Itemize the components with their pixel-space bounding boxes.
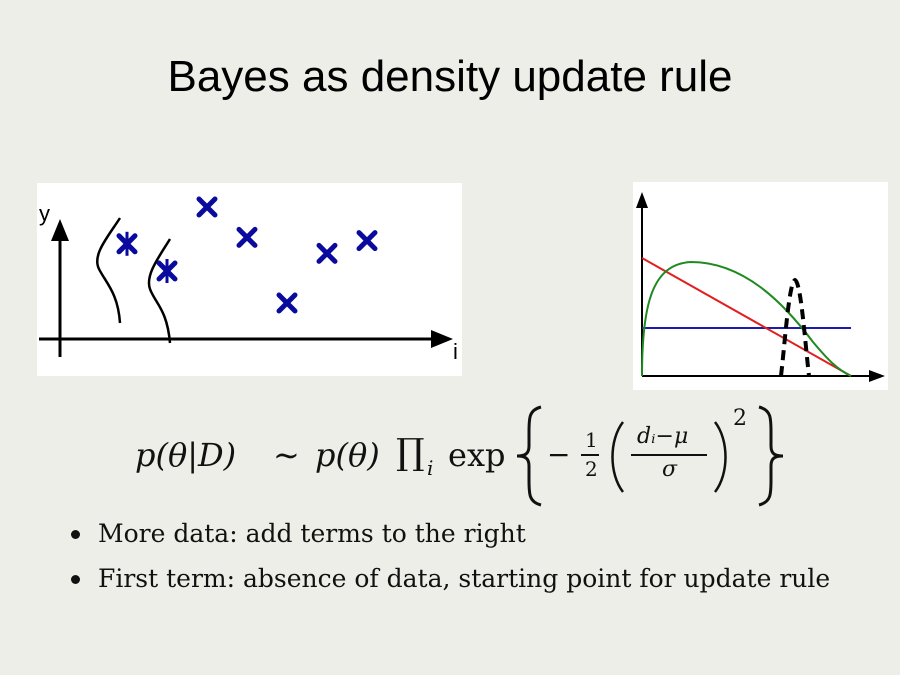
fraction-denominator: σ [662, 457, 678, 482]
formula-product-sub: i [427, 456, 434, 480]
data-point-marker [356, 230, 378, 252]
x-axis-arrow [431, 330, 453, 348]
fraction-numerator: dᵢ−μ [637, 424, 689, 449]
density-plot [633, 182, 888, 390]
y-axis-arrow [51, 219, 69, 241]
hump-density-curve [641, 260, 852, 377]
decreasing-density-line [641, 257, 852, 377]
likelihood-curve-1 [96, 217, 122, 324]
data-point-marker [316, 242, 338, 264]
formula-exp: exp [448, 436, 506, 474]
data-points [116, 196, 378, 314]
bullet-dot [71, 575, 80, 584]
formula-power: 2 [733, 406, 747, 431]
formula-prior: p(θ) [315, 436, 380, 474]
data-points-plot: y i [37, 183, 462, 376]
formula-sim: ∼ [273, 436, 300, 474]
bayes-formula: p(θ|D) ∼ p(θ) ∏ i exp − 1 2 dᵢ−μ σ 2 [135, 402, 795, 512]
data-point-marker [196, 196, 218, 218]
formula-lhs: p(θ|D) [135, 436, 237, 474]
likelihood-curve-2 [147, 238, 172, 344]
left-brace [516, 405, 542, 507]
data-point-marker [276, 292, 298, 314]
bullet-dot [71, 530, 80, 539]
bullet-list: More data: add terms to the right First … [68, 514, 888, 604]
density-svg [636, 192, 885, 382]
left-paren [611, 421, 625, 493]
bullet-item: More data: add terms to the right [68, 514, 888, 559]
right-paren [713, 421, 727, 493]
half-bar [581, 454, 599, 456]
formula-product: ∏ [396, 432, 425, 473]
density-x-axis-arrow [869, 370, 885, 382]
formula-minus: − [547, 438, 571, 471]
half-numerator: 1 [585, 428, 598, 452]
data-point-marker [236, 226, 258, 248]
density-y-axis-arrow [636, 192, 648, 208]
y-axis-label: y [39, 201, 50, 226]
half-denominator: 2 [585, 457, 598, 481]
bullet-text: More data: add terms to the right [98, 519, 526, 548]
fraction-bar [631, 454, 707, 456]
bullet-item: First term: absence of data, starting po… [68, 559, 888, 604]
bullet-text: First term: absence of data, starting po… [98, 564, 831, 593]
data-points-svg: y i [39, 196, 458, 364]
data-point-marker [156, 259, 178, 283]
data-point-marker [116, 231, 138, 256]
x-axis-label: i [453, 339, 458, 364]
peaked-density-curve [779, 277, 811, 377]
right-brace [758, 405, 784, 507]
slide-title: Bayes as density update rule [167, 52, 733, 101]
